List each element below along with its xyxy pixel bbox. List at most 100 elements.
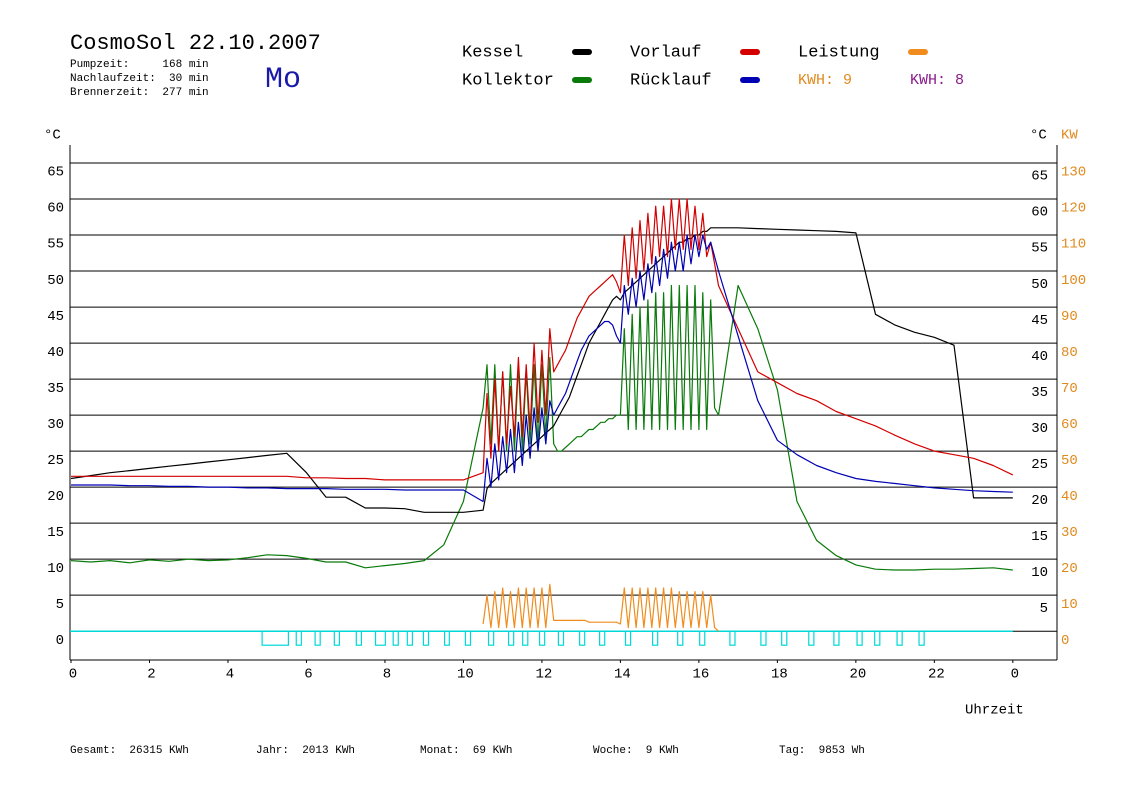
y-tick-label-right: 5	[1040, 601, 1048, 617]
pump-interval	[314, 630, 321, 646]
pump-interval	[833, 630, 840, 646]
pump-interval	[808, 630, 815, 646]
legend-label: Kollektor	[462, 71, 554, 90]
y2-tick-label: 100	[1061, 273, 1086, 289]
y-tick-label: 35	[47, 381, 64, 397]
legend-label: Vorlauf	[630, 43, 701, 62]
y-tick-label: 40	[47, 345, 64, 361]
x-tick-label: 4	[226, 667, 234, 683]
pump-interval	[624, 630, 632, 646]
y2-tick-label: 120	[1061, 201, 1086, 217]
footer-stat: Monat: 69 KWh	[420, 745, 512, 757]
y-tick-label-right: 40	[1031, 349, 1048, 365]
pump-interval	[599, 630, 606, 646]
y-axis-label: °C	[44, 128, 61, 144]
x-tick-label: 8	[383, 667, 391, 683]
pump-interval	[677, 630, 684, 646]
y2-tick-label: 30	[1061, 525, 1078, 541]
footer-stat: Tag: 9853 Wh	[779, 745, 865, 757]
pump-interval	[557, 630, 565, 646]
pump-interval	[507, 630, 515, 646]
pump-interval	[392, 630, 399, 646]
y-tick-label: 65	[47, 165, 64, 181]
y-tick-label: 15	[47, 525, 64, 541]
x-tick-label: 18	[771, 667, 788, 683]
y-tick-label-right: 45	[1031, 313, 1048, 329]
pump-interval	[896, 630, 903, 646]
x-tick-label: 0	[1011, 667, 1019, 683]
y2-tick-label: 130	[1061, 165, 1086, 181]
weekday: Mo	[265, 63, 301, 97]
y-tick-label-right: 10	[1031, 565, 1048, 581]
pump-interval	[374, 630, 386, 646]
x-tick-label: 6	[304, 667, 312, 683]
y-tick-label: 10	[47, 561, 64, 577]
y2-tick-label: 40	[1061, 489, 1078, 505]
footer-stat: Woche: 9 KWh	[593, 745, 679, 757]
y-tick-label-right: 55	[1031, 241, 1048, 257]
pump-interval	[856, 630, 863, 646]
footer-stat: Gesamt: 26315 KWh	[70, 745, 189, 757]
y-tick-label-right: 15	[1031, 529, 1048, 545]
pump-interval	[538, 630, 546, 646]
y-tick-label: 55	[47, 237, 64, 253]
pump-interval	[918, 630, 925, 646]
y-tick-label: 30	[47, 417, 64, 433]
x-tick-label: 2	[147, 667, 155, 683]
footer-stat: Jahr: 2013 KWh	[256, 745, 355, 757]
pump-interval	[422, 630, 430, 646]
x-tick-label: 16	[692, 667, 709, 683]
kwh-label: KWH: 8	[910, 72, 964, 89]
pump-interval	[760, 630, 767, 646]
y-tick-label: 45	[47, 309, 64, 325]
pump-interval	[487, 630, 495, 646]
pump-interval	[578, 630, 586, 646]
y-tick-label-right: 60	[1031, 205, 1048, 221]
y-tick-label-right: 25	[1031, 457, 1048, 473]
pump-interval	[443, 630, 450, 646]
pump-interval	[355, 630, 362, 646]
y-tick-label-right: 50	[1031, 277, 1048, 293]
pump-interval	[699, 630, 706, 646]
x-tick-label: 10	[457, 667, 474, 683]
info-line: Brennerzeit: 277 min	[70, 87, 209, 99]
y2-tick-label: 110	[1061, 237, 1086, 253]
x-tick-label: 14	[614, 667, 631, 683]
pump-interval	[729, 630, 736, 646]
y2-tick-label: 80	[1061, 345, 1078, 361]
legend-label: Leistung	[798, 43, 880, 62]
y2-tick-label: 20	[1061, 561, 1078, 577]
legend-label: Kessel	[462, 43, 523, 62]
pump-interval	[261, 630, 290, 646]
pump-interval	[781, 630, 788, 646]
series-line	[71, 198, 1014, 481]
x-axis-label: Uhrzeit	[965, 703, 1024, 719]
y-tick-label-right: 35	[1031, 385, 1048, 401]
kwh-label: KWH: 9	[798, 72, 852, 89]
y2-tick-label: 50	[1061, 453, 1078, 469]
y2-tick-label: 70	[1061, 381, 1078, 397]
y-axis-label-right: °C	[1030, 128, 1047, 144]
info-line: Pumpzeit: 168 min	[70, 59, 209, 71]
y2-tick-label: 0	[1061, 633, 1069, 649]
pump-interval	[522, 630, 529, 646]
y-tick-label: 20	[47, 489, 64, 505]
pump-interval	[406, 630, 414, 646]
series-line	[70, 227, 1013, 513]
y-tick-label: 60	[47, 201, 64, 217]
x-tick-label: 0	[69, 667, 77, 683]
chart-title: CosmoSol 22.10.2007	[70, 31, 321, 56]
y-tick-label: 5	[56, 597, 64, 613]
y2-tick-label: 10	[1061, 597, 1078, 613]
pump-interval	[874, 630, 881, 646]
series-line	[71, 234, 1013, 503]
x-tick-label: 22	[928, 667, 945, 683]
x-tick-label: 12	[536, 667, 553, 683]
pump-interval	[295, 630, 302, 646]
y-tick-label: 0	[56, 633, 64, 649]
pump-interval	[464, 630, 472, 646]
y-tick-label-right: 30	[1031, 421, 1048, 437]
